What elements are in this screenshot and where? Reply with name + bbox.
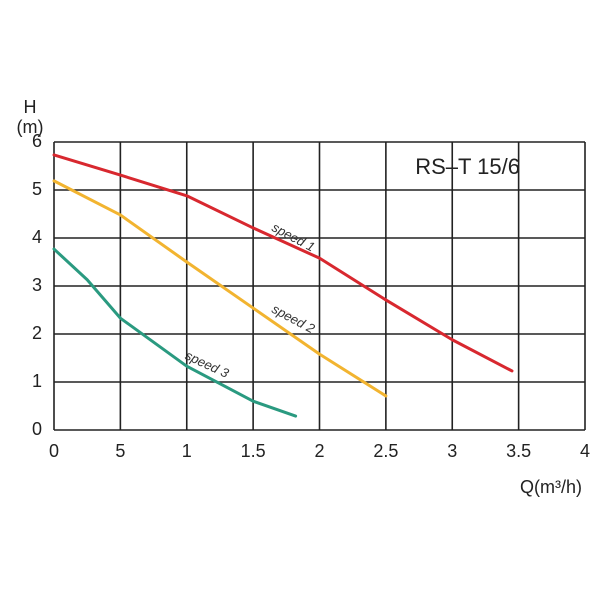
chart-title: RS–T 15/6 (415, 154, 520, 179)
x-tick-label: 4 (580, 441, 590, 461)
x-axis-label: Q(m³/h) (520, 477, 582, 497)
x-tick-label: 0 (49, 441, 59, 461)
y-axis-unit: (m) (17, 117, 44, 137)
y-tick-label: 2 (32, 323, 42, 343)
y-tick-label: 5 (32, 179, 42, 199)
x-tick-label: 5 (115, 441, 125, 461)
x-tick-label: 1.5 (241, 441, 266, 461)
curve (52, 153, 514, 373)
x-tick-label: 1 (182, 441, 192, 461)
y-tick-label: 1 (32, 371, 42, 391)
x-tick-label: 3 (447, 441, 457, 461)
curve (52, 179, 388, 398)
y-axis-label: H (24, 97, 37, 117)
series-label: speed 2 (270, 301, 319, 336)
y-tick-label: 4 (32, 227, 42, 247)
y-tick-label: 0 (32, 419, 42, 439)
x-tick-label: 3.5 (506, 441, 531, 461)
y-tick-label: 6 (32, 131, 42, 151)
curve (52, 247, 298, 418)
y-tick-label: 3 (32, 275, 42, 295)
x-tick-label: 2.5 (373, 441, 398, 461)
x-tick-label: 2 (314, 441, 324, 461)
